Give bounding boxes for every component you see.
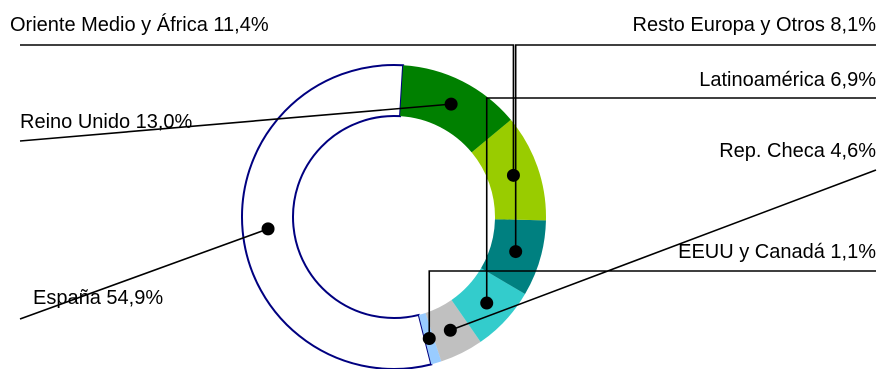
slice-dot xyxy=(261,222,275,236)
donut-slices xyxy=(241,64,547,369)
slice-dot xyxy=(444,97,458,111)
slice-dot xyxy=(480,296,494,310)
leader-line xyxy=(19,228,269,320)
slice-labels: España 54,9% EEUU y Canadá 1,1% Rep. Checa… xyxy=(10,13,876,309)
slice-label: Rep. Checa 4,6% xyxy=(719,140,876,162)
leader-line xyxy=(514,44,876,252)
slice-label: Reino Unido 13,0% xyxy=(20,111,193,133)
leader-line xyxy=(485,97,876,304)
leader-line xyxy=(20,44,515,176)
leader-line xyxy=(450,169,877,332)
slice-dot xyxy=(506,168,520,182)
slice-label: Latinoamérica 6,9% xyxy=(699,69,876,91)
slice-dot xyxy=(443,323,457,337)
leader-line xyxy=(428,270,876,339)
slice-label: Oriente Medio y África 11,4% xyxy=(10,13,269,36)
slice-label: EEUU y Canadá 1,1% xyxy=(678,241,876,263)
leader-line xyxy=(19,103,452,142)
leader-lines xyxy=(19,44,877,345)
slice-dot xyxy=(509,245,523,259)
slice-label: Resto Europa y Otros 8,1% xyxy=(633,14,877,36)
slice-oriente-medio-y-áfrica xyxy=(471,119,547,221)
slice-dot xyxy=(422,331,436,345)
slice-label: España 54,9% xyxy=(33,287,163,309)
